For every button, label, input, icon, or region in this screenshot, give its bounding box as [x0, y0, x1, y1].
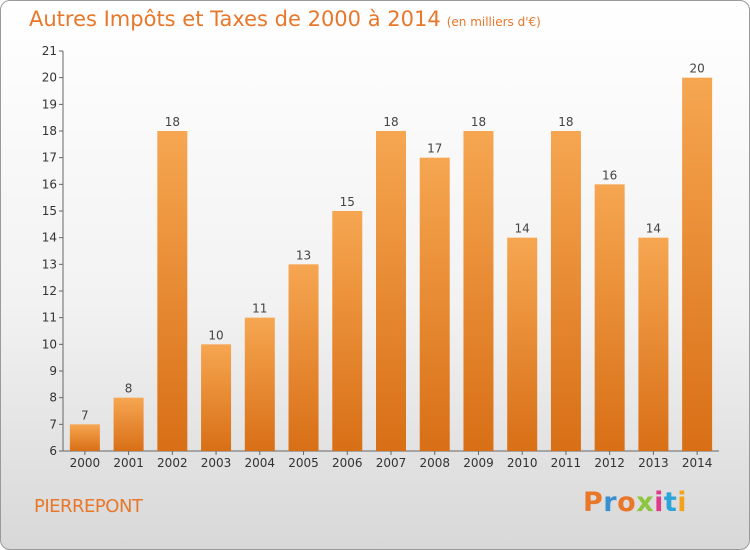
bar-value-label: 18 — [165, 115, 180, 129]
bar — [288, 264, 319, 451]
y-tick-label: 16 — [42, 177, 57, 191]
x-tick-label: 2002 — [157, 456, 188, 470]
bar-value-label: 16 — [602, 168, 617, 182]
y-tick-label: 20 — [42, 71, 57, 85]
x-tick-label: 2013 — [638, 456, 669, 470]
bar — [507, 237, 538, 451]
x-tick-label: 2001 — [113, 456, 144, 470]
x-tick-label: 2011 — [551, 456, 582, 470]
x-tick-label: 2014 — [682, 456, 713, 470]
y-tick-label: 9 — [49, 364, 57, 378]
y-tick-label: 11 — [42, 311, 57, 325]
bar-value-label: 7 — [81, 408, 89, 422]
bar — [550, 131, 581, 451]
logo-letter: r — [603, 487, 618, 518]
x-tick-label: 2009 — [463, 456, 494, 470]
bar-value-label: 8 — [125, 382, 133, 396]
logo-letter: t — [663, 487, 678, 518]
bar-value-label: 10 — [208, 328, 223, 342]
bar-value-label: 18 — [383, 115, 398, 129]
x-tick-label: 2005 — [288, 456, 319, 470]
bar-value-label: 18 — [471, 115, 486, 129]
proxiti-logo[interactable]: Proxiti — [583, 487, 687, 518]
x-tick-label: 2010 — [507, 456, 538, 470]
x-tick-label: 2012 — [594, 456, 625, 470]
title-text: Autres Impôts et Taxes de 2000 à 2014 — [29, 7, 441, 31]
logo-letter: o — [617, 487, 637, 518]
bar — [419, 157, 450, 451]
logo-letter: P — [583, 487, 604, 518]
bar — [201, 344, 232, 451]
chart-title: Autres Impôts et Taxes de 2000 à 2014 (en… — [29, 7, 541, 31]
commune-name: PIERREPONT — [34, 496, 143, 517]
y-tick-label: 10 — [42, 337, 57, 351]
bar — [332, 211, 363, 451]
bar — [682, 77, 713, 452]
x-tick-label: 2000 — [70, 456, 101, 470]
bar-value-label: 15 — [340, 195, 355, 209]
bar-value-label: 18 — [558, 115, 573, 129]
bar — [594, 184, 625, 452]
y-tick-label: 19 — [42, 97, 57, 111]
bar-value-label: 13 — [296, 248, 311, 262]
bar — [463, 131, 494, 451]
y-tick-label: 17 — [42, 151, 57, 165]
y-tick-label: 7 — [49, 417, 57, 431]
x-tick-label: 2004 — [245, 456, 276, 470]
y-tick-label: 6 — [49, 444, 57, 458]
x-tick-label: 2003 — [201, 456, 232, 470]
y-tick-label: 13 — [42, 257, 57, 271]
y-tick-label: 14 — [42, 231, 57, 245]
bar — [244, 317, 275, 451]
title-unit: (en milliers d'€) — [446, 15, 541, 29]
bar-value-label: 17 — [427, 142, 442, 156]
bar-value-label: 20 — [689, 62, 704, 76]
x-tick-label: 2007 — [376, 456, 407, 470]
logo-letter: x — [636, 487, 655, 518]
bar — [376, 131, 406, 451]
y-tick-label: 12 — [42, 284, 57, 298]
y-tick-label: 18 — [42, 124, 57, 138]
bar-value-label: 14 — [515, 222, 530, 236]
logo-letter: i — [677, 487, 688, 518]
bar — [69, 424, 100, 451]
y-tick-label: 21 — [42, 44, 57, 58]
logo-letter: i — [654, 487, 664, 518]
bar — [157, 131, 188, 451]
bar — [638, 237, 669, 451]
y-tick-label: 8 — [49, 391, 57, 405]
x-tick-label: 2008 — [419, 456, 450, 470]
bar-value-label: 11 — [252, 302, 267, 316]
x-tick-label: 2006 — [332, 456, 363, 470]
bar-value-label: 14 — [646, 222, 661, 236]
bar — [113, 397, 144, 451]
y-tick-label: 15 — [42, 204, 57, 218]
